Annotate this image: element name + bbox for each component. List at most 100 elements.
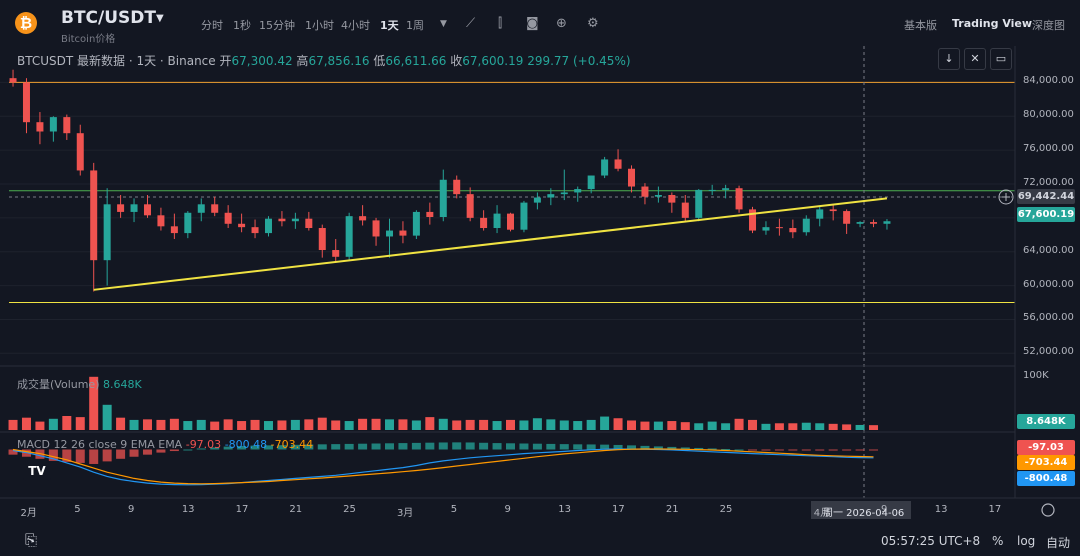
- candle-body: [90, 170, 98, 261]
- interval-tab-active[interactable]: 1天: [380, 19, 399, 32]
- volume-axis-label: 100K: [1023, 370, 1049, 381]
- candle-body: [251, 227, 259, 234]
- volume-bar: [277, 420, 287, 430]
- symbol-dropdown-icon[interactable]: ▼: [156, 13, 164, 24]
- macd-hist-bar: [694, 447, 704, 450]
- volume-bar: [627, 420, 637, 430]
- window-icon[interactable]: ▭: [990, 48, 1012, 70]
- view-tab-depth[interactable]: 深度图: [1032, 19, 1065, 32]
- volume-bar: [680, 422, 690, 430]
- candle-body: [184, 212, 192, 234]
- volume-bar: [384, 419, 394, 430]
- interval-tab[interactable]: 1秒: [233, 19, 251, 32]
- interval-tab[interactable]: 1周: [406, 19, 424, 32]
- candle-body: [507, 213, 514, 230]
- volume-bar: [640, 421, 650, 430]
- symbol-title[interactable]: BTC/USDT: [61, 8, 156, 28]
- view-tab-tradingview[interactable]: Trading View: [952, 17, 1033, 30]
- chart-style-icon[interactable]: ⫿: [498, 16, 503, 31]
- macd-hist-bar: [546, 443, 556, 450]
- volume-bar: [506, 419, 515, 430]
- volume-bar: [573, 421, 583, 430]
- chart[interactable]: [0, 46, 1080, 556]
- volume-bar: [196, 419, 206, 430]
- time-tick-label: 5: [450, 504, 458, 515]
- volume-bar: [62, 416, 72, 430]
- candle-body: [332, 250, 340, 257]
- signal-line: [12, 448, 874, 485]
- candle-body: [412, 211, 420, 236]
- macd-hist-bar: [600, 444, 610, 450]
- bitcoin-logo-icon: ₿: [15, 12, 37, 34]
- volume-bar: [761, 423, 771, 430]
- candle-body: [681, 202, 689, 218]
- candle-body: [695, 189, 703, 218]
- candle-body: [628, 168, 636, 187]
- download-icon[interactable]: ↓: [938, 48, 960, 70]
- candles: [9, 69, 891, 292]
- volume-bar: [411, 420, 421, 430]
- interval-tab[interactable]: 4小时: [341, 19, 370, 32]
- candle-body: [372, 220, 380, 237]
- candle-body: [856, 222, 864, 224]
- volume-bar: [89, 376, 99, 430]
- macd-hist-bar: [613, 444, 623, 450]
- time-tick-label: 13: [181, 504, 195, 515]
- time-settings-icon: [1041, 503, 1055, 517]
- interval-tab[interactable]: 分时: [201, 19, 223, 32]
- macd-hist-bar: [761, 449, 771, 451]
- candle-body: [843, 211, 851, 224]
- interval-tab[interactable]: 15分钟: [259, 19, 295, 32]
- macd-hist-bar: [48, 449, 58, 461]
- auto-toggle[interactable]: 自动: [1046, 536, 1071, 550]
- macd-hist-bar: [788, 449, 798, 451]
- candle-body: [708, 189, 716, 191]
- volume-bar: [452, 420, 462, 430]
- candle-body: [345, 216, 353, 257]
- indicators-icon[interactable]: ⟋: [466, 16, 476, 31]
- log-toggle[interactable]: log: [1017, 534, 1036, 548]
- price-tick-label: 64,000.00: [1023, 244, 1074, 256]
- volume-bar: [479, 419, 489, 430]
- macd-hist-bar: [774, 449, 784, 451]
- volume-bar: [600, 416, 610, 430]
- percent-toggle[interactable]: %: [992, 534, 1004, 548]
- coin-name: Bitcoin价格: [61, 34, 116, 45]
- calendar-icon[interactable]: ⎘: [25, 531, 38, 549]
- time-tick-label: 17: [612, 504, 625, 515]
- volume-bar: [116, 417, 126, 430]
- more-intervals-icon[interactable]: ▼: [440, 19, 447, 29]
- volume-bar: [855, 424, 865, 430]
- macd-hist-tag: -97.03: [1017, 440, 1075, 455]
- time-tick-label: 3月: [396, 508, 414, 519]
- volume-tag: 8.648K: [1017, 414, 1075, 429]
- fullscreen-icon[interactable]: ✕: [964, 48, 986, 70]
- macd-histogram: [8, 442, 879, 464]
- macd-hist-bar: [237, 445, 247, 450]
- last-price-tag: 67,600.19: [1017, 207, 1075, 222]
- candle-body: [49, 117, 57, 132]
- volume-bar: [304, 419, 314, 430]
- settings-icon[interactable]: ⚙: [587, 16, 599, 31]
- top-bar: ₿ BTC/USDT ▼ Bitcoin价格 分时 1秒 15分钟 1小时 4小…: [0, 0, 1080, 47]
- volume-bar: [371, 418, 381, 430]
- add-icon[interactable]: ⊕: [556, 16, 567, 31]
- macd-hist-bar: [842, 449, 852, 451]
- macd-hist-bar: [8, 449, 18, 455]
- close-value: 67,600.19: [462, 54, 524, 68]
- candle-body: [574, 189, 582, 193]
- macd-hist-bar: [667, 446, 677, 450]
- view-tab-basic[interactable]: 基本版: [904, 19, 937, 32]
- camera-icon[interactable]: ◙: [526, 16, 539, 31]
- macd-hist-bar: [748, 449, 758, 451]
- macd-signal-tag: -703.44: [1017, 455, 1075, 470]
- price-tick-label: 80,000.00: [1023, 109, 1074, 121]
- interval-tab[interactable]: 1小时: [305, 19, 334, 32]
- volume-bar: [344, 421, 354, 430]
- macd-hist-bar: [156, 449, 166, 453]
- candle-body: [197, 204, 205, 213]
- macd-hist-bar: [196, 448, 206, 450]
- volume-bar: [465, 419, 475, 430]
- clock-time: 05:57:25 UTC+8: [881, 534, 981, 548]
- candle-body: [359, 216, 367, 221]
